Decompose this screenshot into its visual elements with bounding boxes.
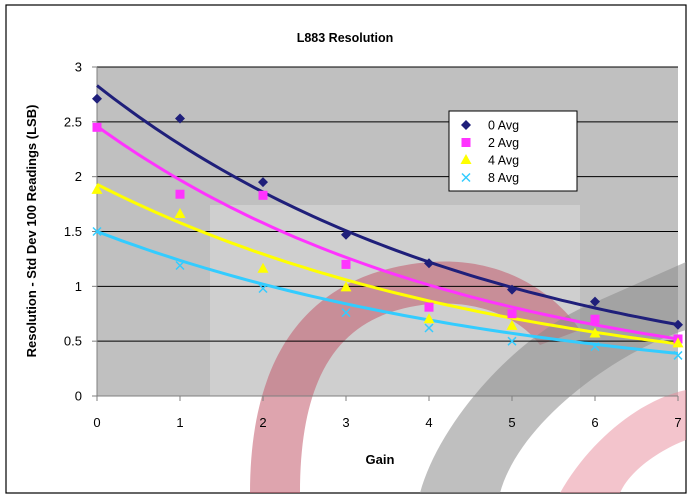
trendline-0-avg [96,84,679,327]
x-axis-label: Gain [366,452,395,467]
chart-title: L883 Resolution [297,31,394,45]
x-tick-label: 7 [674,415,681,430]
data-point [257,262,269,273]
x-tick-label: 6 [591,415,598,430]
data-point [91,183,103,194]
data-point [672,337,684,348]
y-tick-label: 1 [75,279,82,294]
data-points [91,93,684,360]
y-tick-label: 2.5 [64,114,82,129]
data-point [424,323,434,333]
legend-marker [461,138,471,147]
data-point [590,296,600,307]
legend-label: 2 Avg [488,136,519,150]
data-point [423,313,435,324]
trendline-2-avg [96,124,679,341]
trendlines [96,84,679,355]
legend-box [448,110,578,192]
x-tick-label: 4 [425,415,432,430]
data-point [507,336,517,346]
y-tick-label: 0 [75,389,82,404]
y-axis-label: Resolution - Std Dev 100 Readings (LSB) [24,105,39,358]
legend-label: 0 Avg [488,119,519,133]
data-point [258,283,268,294]
data-point [175,260,185,271]
data-point [92,226,102,237]
legend-marker [461,172,471,183]
data-point [174,207,186,218]
data-point [424,258,434,269]
data-point [507,309,517,319]
data-point [92,93,102,104]
data-point [673,319,683,330]
x-tick-label: 3 [342,415,349,430]
data-point [341,259,351,269]
x-tick-label: 2 [259,415,266,430]
legend-label: 8 Avg [488,171,519,185]
data-point [258,177,268,188]
background-watermark [210,205,686,493]
legend-label: 4 Avg [488,154,519,168]
data-point [507,284,517,295]
x-tick-label: 5 [508,415,515,430]
data-point [589,327,601,338]
axis-ticks: 0 0.5 1 1.5 2 2.5 3 0 1 2 3 4 5 6 7 [64,60,682,431]
legend-marker [461,120,471,130]
data-point [673,350,683,360]
legend-marker [460,154,472,164]
data-point [590,342,600,352]
trendline-4-avg [96,182,679,346]
data-point [590,314,600,324]
y-tick-label: 1.5 [64,224,82,239]
data-point [506,319,518,330]
data-point [175,189,185,199]
legend: 0 Avg 2 Avg 4 Avg 8 Avg [448,110,578,192]
y-tick-label: 0.5 [64,334,82,349]
data-point [340,281,352,292]
data-point [92,122,102,132]
y-tick-label: 2 [75,169,82,184]
x-tick-label: 1 [176,415,183,430]
data-point [258,190,268,200]
y-tick-label: 3 [75,60,82,75]
data-point [424,302,434,312]
data-point [341,229,351,240]
data-point [175,113,185,124]
data-point [341,308,351,318]
trendline-8-avg [96,230,679,355]
x-tick-label: 0 [93,415,100,430]
